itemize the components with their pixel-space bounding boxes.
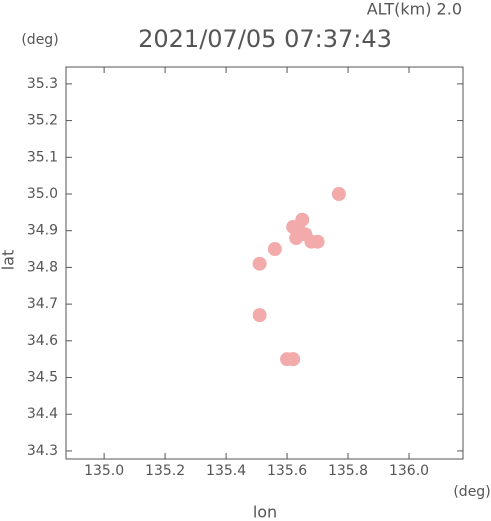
y-axis-label: lat	[0, 250, 18, 271]
echo-point	[295, 212, 310, 227]
echo-point	[252, 256, 267, 271]
x-tick-label: 135.2	[145, 463, 185, 479]
plot-frame	[65, 66, 464, 460]
echo-point	[252, 308, 267, 323]
y-tick-label: 34.7	[27, 296, 58, 312]
y-tick-label: 34.9	[27, 223, 58, 239]
y-unit: (deg)	[21, 32, 58, 48]
y-tick-label: 34.5	[27, 370, 58, 386]
x-tick-label: 135.0	[84, 463, 124, 479]
x-unit: (deg)	[453, 484, 490, 500]
altitude: ALT(km) 2.0	[367, 0, 462, 19]
x-tick-label: 135.4	[206, 463, 246, 479]
echo-point	[310, 234, 325, 249]
echo-point	[331, 186, 346, 201]
y-tick-label: 34.3	[27, 443, 58, 459]
echo-point	[280, 352, 295, 367]
y-tick-label: 34.6	[27, 333, 58, 349]
y-tick-label: 35.1	[27, 149, 58, 165]
x-axis-label: lon	[253, 503, 277, 521]
x-tick-label: 135.6	[267, 463, 307, 479]
echo-point	[267, 242, 282, 257]
y-tick-label: 34.4	[27, 406, 58, 422]
y-tick-label: 35.3	[27, 76, 58, 92]
y-tick-label: 35.0	[27, 186, 58, 202]
y-tick-label: 35.2	[27, 113, 58, 129]
x-tick-label: 136.0	[389, 463, 429, 479]
chart-title: 2021/07/05 07:37:43	[138, 25, 392, 53]
x-tick-label: 135.8	[328, 463, 368, 479]
y-tick-label: 34.8	[27, 259, 58, 275]
echo-point	[289, 231, 304, 246]
